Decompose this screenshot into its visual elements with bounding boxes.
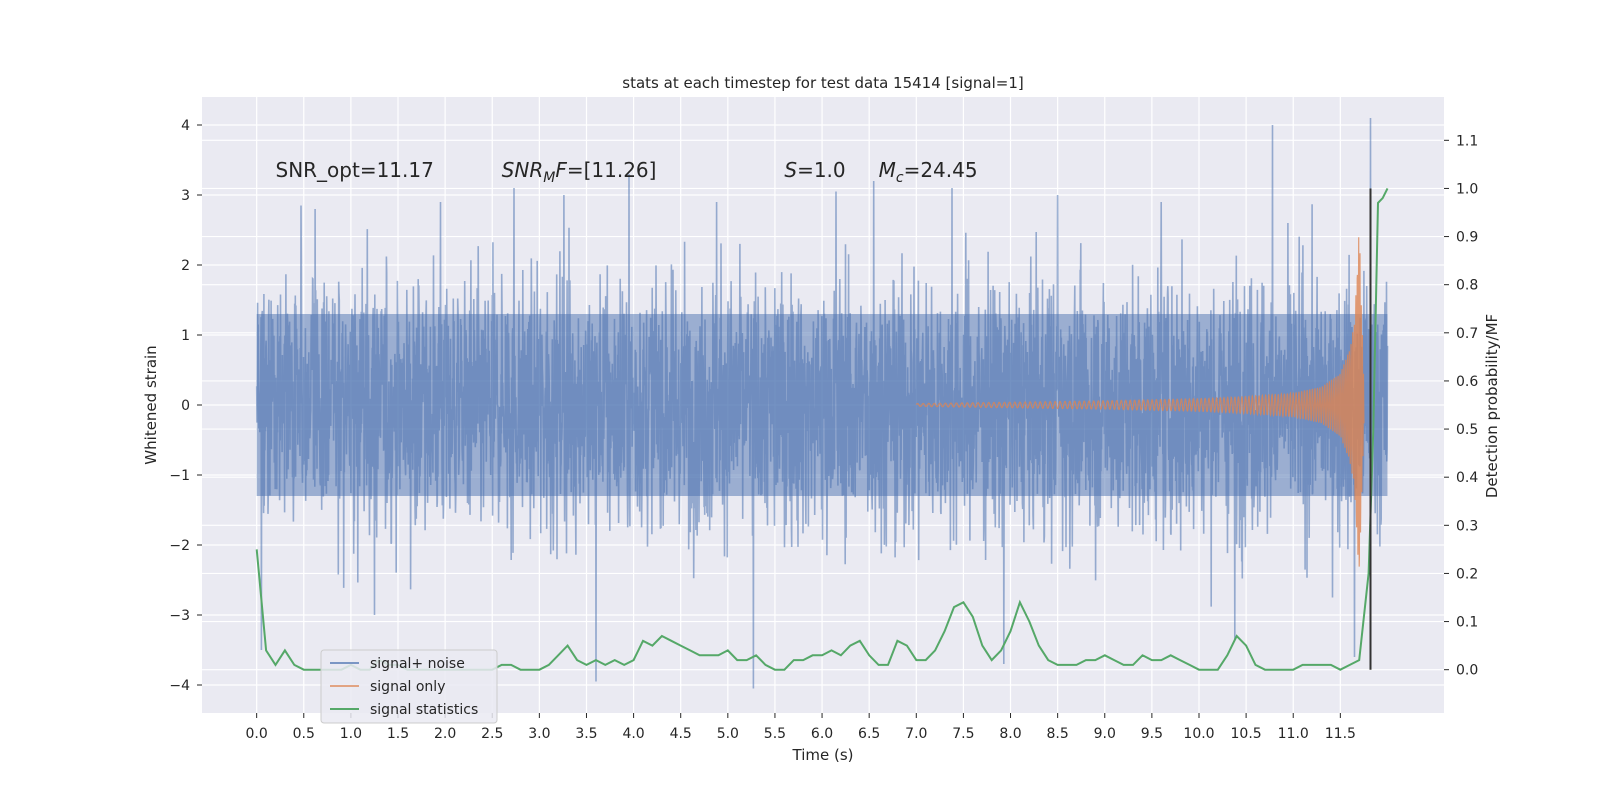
- x-tick-label: 1.5: [387, 726, 409, 742]
- annotation-snr_mf: SNRMF=[11.26]: [502, 158, 657, 186]
- y-tick-label: −1: [169, 468, 190, 484]
- annotations: SNR_opt=11.17 SNRMF=[11.26] S=1.0 Mc=24.45: [276, 158, 978, 186]
- y-tick-label: 2: [181, 258, 190, 274]
- x-tick-label: 0.5: [293, 726, 315, 742]
- x-tick-label: 10.5: [1231, 726, 1262, 742]
- x-tick-label: 4.0: [622, 726, 644, 742]
- x-tick-label: 9.5: [1141, 726, 1163, 742]
- legend-label-signal-noise: signal+ noise: [370, 656, 465, 672]
- y-axis-title: Whitened strain: [142, 345, 160, 464]
- y2-tick-label: 0.4: [1456, 470, 1478, 486]
- x-axis-title: Time (s): [792, 746, 854, 764]
- x-tick-label: 5.0: [717, 726, 739, 742]
- y2-tick-label: 0.0: [1456, 663, 1478, 679]
- annotation-mc: Mc=24.45: [879, 158, 978, 186]
- y2-tick-label: 1.0: [1456, 181, 1478, 197]
- y2-tick-label: 0.3: [1456, 518, 1478, 534]
- x-tick-label: 2.0: [434, 726, 456, 742]
- x-tick-label: 9.0: [1094, 726, 1116, 742]
- x-tick-label: 7.0: [905, 726, 927, 742]
- x-tick-label: 5.5: [764, 726, 786, 742]
- y2-tick-label: 0.9: [1456, 230, 1478, 246]
- legend-label-signal-only: signal only: [370, 679, 445, 695]
- x-tick-label: 3.0: [528, 726, 550, 742]
- annotation-s: S=1.0: [784, 158, 845, 182]
- signal-noise-core: [256, 314, 1388, 496]
- x-tick-label: 11.0: [1278, 726, 1309, 742]
- x-tick-label: 10.0: [1183, 726, 1214, 742]
- chart-title: stats at each timestep for test data 154…: [622, 74, 1023, 92]
- y2-tick-label: 0.2: [1456, 566, 1478, 582]
- x-tick-label: 0.0: [246, 726, 268, 742]
- y2-axis-title: Detection probability/MF: [1483, 314, 1501, 498]
- x-tick-label: 4.5: [670, 726, 692, 742]
- y-tick-label: 4: [181, 118, 190, 134]
- legend-label-signal-statistics: signal statistics: [370, 702, 478, 718]
- x-tick-label: 8.0: [999, 726, 1021, 742]
- y-tick-label: −2: [169, 538, 190, 554]
- x-tick-label: 7.5: [952, 726, 974, 742]
- legend: signal+ noise signal only signal statist…: [320, 649, 498, 724]
- y2-tick-label: 0.7: [1456, 326, 1478, 342]
- x-tick-label: 11.5: [1325, 726, 1356, 742]
- y-tick-label: −4: [169, 678, 190, 694]
- x-tick-label: 6.0: [811, 726, 833, 742]
- y-tick-label: −3: [169, 608, 190, 624]
- y-tick-label: 0: [181, 398, 190, 414]
- x-tick-label: 6.5: [858, 726, 880, 742]
- y2-tick-label: 1.1: [1456, 133, 1478, 149]
- x-tick-label: 8.5: [1047, 726, 1069, 742]
- y2-tick-label: 0.6: [1456, 374, 1478, 390]
- x-tick-label: 2.5: [481, 726, 503, 742]
- signal-only-line: [915, 237, 1365, 567]
- y-tick-label: 1: [181, 328, 190, 344]
- y2-tick-label: 0.8: [1456, 278, 1478, 294]
- legend-box: [320, 649, 498, 724]
- series-signal-only: [915, 237, 1365, 567]
- x-tick-label: 1.0: [340, 726, 362, 742]
- y-tick-label: 3: [181, 188, 190, 204]
- series-signal-noise: [255, 117, 1389, 689]
- y2-tick-label: 0.1: [1456, 615, 1478, 631]
- x-tick-label: 3.5: [575, 726, 597, 742]
- axis-ticks: 0.0 0.5 1.0 1.5 2.0 2.5 3.0 3.5 4.0 4.5 5.0 5.5 6.0 6…: [169, 118, 1478, 742]
- y2-tick-label: 0.5: [1456, 422, 1478, 438]
- annotation-snr_opt: SNR_opt=11.17: [276, 158, 434, 182]
